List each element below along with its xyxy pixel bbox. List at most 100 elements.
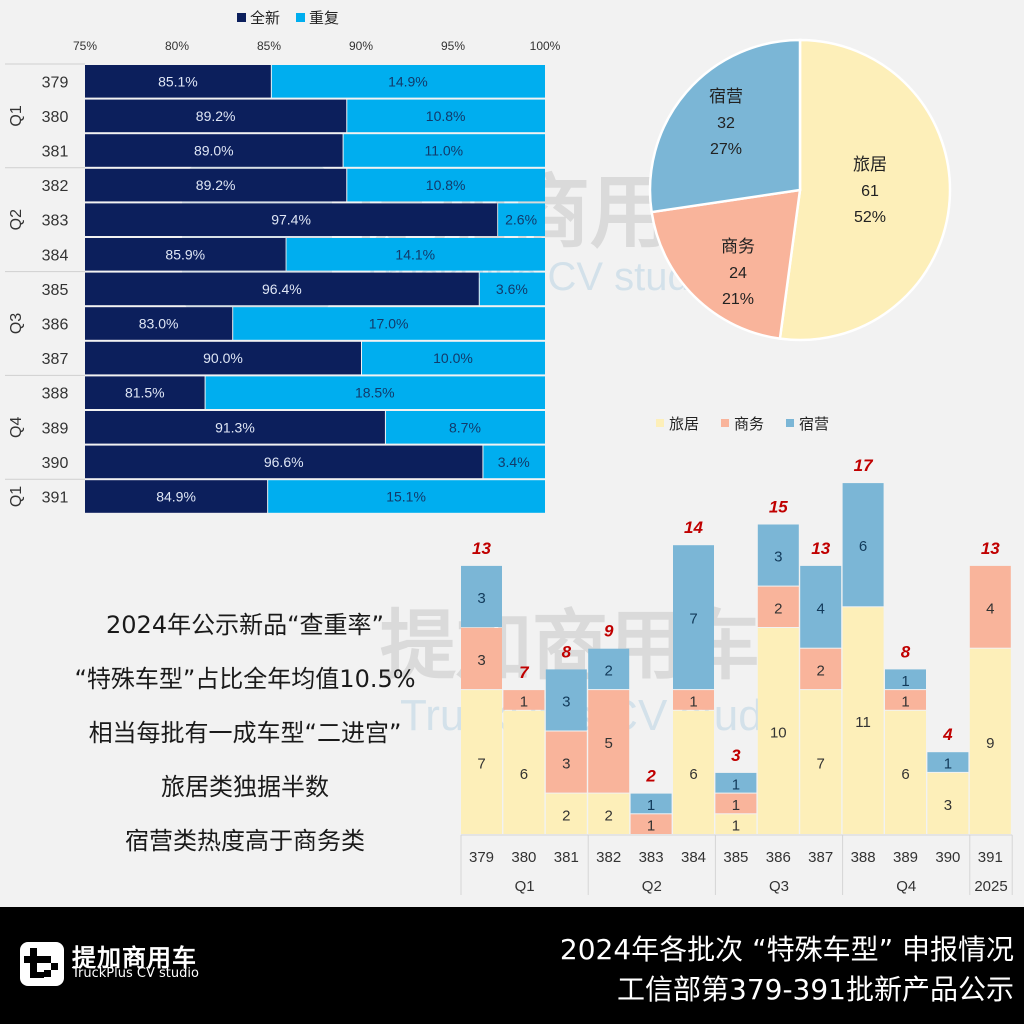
bar-segment [800, 648, 842, 690]
bar-segment [673, 690, 714, 710]
bar-segment [588, 648, 630, 690]
total-label: 13 [981, 539, 1000, 558]
slice-percent: 27% [710, 141, 742, 158]
bar-segment [885, 669, 926, 690]
bar-segment [885, 710, 926, 834]
batch-label: 382 [42, 178, 69, 195]
batch-label: 381 [42, 144, 69, 161]
batch-label: 387 [42, 351, 69, 368]
bar-column: 9 4 13 [969, 539, 1011, 834]
bar-column: 6 1 7 14 [673, 518, 714, 834]
pie-slice-label: 旅居 61 52% [853, 155, 887, 226]
batch-label: 391 [42, 490, 69, 507]
bar-segment [588, 793, 630, 834]
chart-legend: 旅居 商务 宿营 [656, 416, 829, 433]
bar-repeat [479, 272, 545, 306]
segment-label: 5 [605, 735, 613, 752]
bar-repeat [271, 65, 545, 98]
logo-text-cn: 提加商用车 [72, 944, 197, 972]
bar-segment [715, 793, 757, 814]
bar-repeat-label: 10.0% [433, 350, 473, 366]
bar-new [85, 341, 361, 375]
total-label: 14 [684, 518, 703, 537]
total-label: 8 [901, 642, 911, 661]
bar-segment [673, 710, 714, 834]
bar-column: 11 6 17 [842, 456, 884, 834]
bar-segment [715, 814, 757, 834]
bar-segment [885, 690, 926, 710]
total-label: 13 [811, 539, 830, 558]
bar-column: 7 2 4 13 [800, 539, 842, 834]
x-tick-label: 388 [851, 849, 876, 866]
bar-segment [461, 690, 502, 834]
bar-new [85, 307, 233, 340]
bar-segment [545, 731, 587, 793]
total-label: 8 [562, 642, 572, 661]
bar-segment [800, 690, 842, 834]
batch-label: 385 [42, 282, 69, 299]
bar-segment [757, 586, 799, 627]
bar-segment [630, 793, 672, 814]
bar-row: 391 84.9% 15.1% [42, 480, 545, 513]
group-label: Q1 [515, 878, 535, 895]
bar-column: 6 1 7 [503, 663, 545, 834]
pie-slice [648, 38, 802, 214]
batch-label: 389 [42, 420, 69, 437]
bar-segment [588, 690, 630, 793]
total-label: 13 [472, 539, 491, 558]
legend-label-business: 商务 [734, 416, 764, 433]
bar-row: 386 83.0% 17.0% [42, 307, 545, 340]
segment-label: 1 [647, 818, 655, 835]
segment-label: 1 [520, 693, 528, 710]
segment-label: 4 [817, 600, 825, 617]
bar-new [85, 203, 498, 236]
pie-slice [650, 188, 802, 341]
bar-new-label: 89.2% [196, 108, 236, 124]
legend-label-travel: 旅居 [669, 416, 699, 433]
bar-segment [503, 690, 545, 710]
batch-label: 388 [42, 386, 69, 403]
bar-column: 3 1 4 [927, 725, 969, 834]
segment-label: 2 [605, 662, 613, 679]
bar-repeat-label: 10.8% [426, 108, 466, 124]
bar-segment [800, 565, 842, 648]
segment-label: 6 [689, 766, 697, 783]
bar-repeat-label: 14.1% [395, 246, 435, 262]
segment-label: 11 [855, 714, 871, 731]
bar-repeat [205, 376, 545, 409]
bar-repeat-label: 3.6% [496, 281, 528, 297]
bar-new [85, 445, 483, 479]
legend-swatch-camp [786, 419, 794, 427]
group-label: Q2 [642, 878, 662, 895]
segment-label: 2 [562, 807, 570, 824]
bar-segment [461, 628, 502, 690]
legend-swatch-new [237, 13, 246, 22]
bar-new [85, 480, 268, 513]
quarter-labels: Q1 Q2 Q3 Q4 Q1 [5, 63, 85, 507]
bar-new-label: 84.9% [156, 489, 196, 505]
slice-name: 商务 [721, 237, 755, 256]
x-tick-label: 387 [808, 849, 833, 866]
bar-segment [461, 565, 502, 627]
bar-repeat [347, 99, 545, 133]
pie-slice [778, 38, 952, 342]
total-label: 3 [731, 746, 741, 765]
bar-new-label: 89.0% [194, 143, 234, 159]
slice-percent: 21% [722, 291, 754, 308]
segment-label: 9 [986, 735, 994, 752]
summary-line: 相当每批有一成车型“二进宫” [88, 719, 402, 747]
x-tick-label: 95% [441, 39, 465, 53]
legend-swatch-travel [656, 419, 664, 427]
bar-segment [842, 483, 884, 607]
bar-column: 6 1 1 8 [885, 642, 926, 834]
x-tick-label: 385 [723, 849, 748, 866]
logo-text-en: TruckPlus CV studio [72, 966, 199, 981]
bar-segment [757, 524, 799, 586]
segment-label: 3 [774, 549, 782, 566]
x-tick-label: 379 [469, 849, 494, 866]
segment-label: 2 [817, 662, 825, 679]
bar-row: 387 90.0% 10.0% [42, 341, 545, 375]
slice-value: 61 [861, 183, 879, 200]
bar-new [85, 65, 271, 98]
